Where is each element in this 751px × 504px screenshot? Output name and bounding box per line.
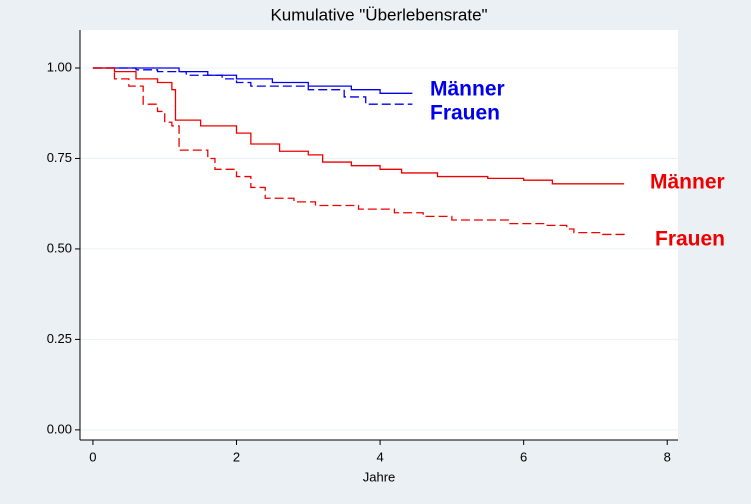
- y-tick-label: 0.25: [47, 331, 72, 346]
- series-label: Männer: [430, 78, 505, 101]
- survival-line: [92, 67, 625, 185]
- x-tick-label: 4: [376, 449, 383, 464]
- survival-line: [92, 67, 413, 94]
- survival-line: [92, 67, 625, 237]
- survival-line: [92, 67, 413, 105]
- x-tick-label: 8: [664, 449, 671, 464]
- x-tick-label: 0: [89, 449, 96, 464]
- series-label: Frauen: [655, 228, 725, 251]
- series-label: Männer: [650, 171, 725, 194]
- y-tick-label: 0.00: [47, 421, 72, 436]
- x-axis-label: Jahre: [363, 469, 396, 484]
- chart-title: Kumulative "Überlebensrate": [270, 5, 487, 24]
- y-tick-label: 0.75: [47, 150, 72, 165]
- x-tick-label: 6: [520, 449, 527, 464]
- plot-area: [80, 30, 678, 440]
- y-tick-label: 1.00: [47, 59, 72, 74]
- y-tick-label: 0.50: [47, 240, 72, 255]
- series-label: Frauen: [430, 102, 500, 125]
- x-tick-label: 2: [233, 449, 240, 464]
